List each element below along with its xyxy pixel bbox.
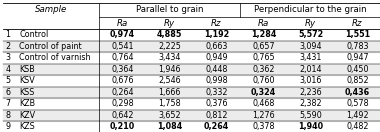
Text: 0,264: 0,264 xyxy=(204,122,229,131)
Text: 2,382: 2,382 xyxy=(299,99,322,108)
Bar xyxy=(3,63,380,75)
Text: Parallel to grain: Parallel to grain xyxy=(136,6,203,15)
Text: 0,578: 0,578 xyxy=(346,99,369,108)
Text: 0,947: 0,947 xyxy=(346,53,369,62)
Text: Control of varnish: Control of varnish xyxy=(19,53,90,62)
Text: 4: 4 xyxy=(5,65,10,74)
Text: 2,014: 2,014 xyxy=(299,65,322,74)
Text: 0,450: 0,450 xyxy=(346,65,369,74)
Text: 1,758: 1,758 xyxy=(158,99,181,108)
Text: 1,276: 1,276 xyxy=(252,111,275,120)
Text: Rz: Rz xyxy=(352,18,363,27)
Text: 7: 7 xyxy=(5,99,11,108)
Text: 1,551: 1,551 xyxy=(345,30,370,39)
Text: 2,236: 2,236 xyxy=(299,88,322,97)
Text: 0,264: 0,264 xyxy=(111,88,134,97)
Text: KZB: KZB xyxy=(19,99,35,108)
Text: 1,284: 1,284 xyxy=(251,30,276,39)
Text: 9: 9 xyxy=(5,122,11,131)
Text: 0,974: 0,974 xyxy=(110,30,135,39)
Text: 0,482: 0,482 xyxy=(346,122,369,131)
Text: 2: 2 xyxy=(5,42,11,51)
Bar xyxy=(3,110,380,121)
Text: 0,657: 0,657 xyxy=(252,42,275,51)
Text: 1,946: 1,946 xyxy=(158,65,181,74)
Text: 4,885: 4,885 xyxy=(157,30,182,39)
Text: 0,448: 0,448 xyxy=(205,65,228,74)
Text: 1,940: 1,940 xyxy=(298,122,323,131)
Text: KSV: KSV xyxy=(19,76,35,85)
Text: 0,332: 0,332 xyxy=(205,88,228,97)
Text: 0,760: 0,760 xyxy=(252,76,275,85)
Text: 0,378: 0,378 xyxy=(252,122,275,131)
Text: 5,590: 5,590 xyxy=(299,111,322,120)
Bar xyxy=(3,86,380,98)
Text: 0,364: 0,364 xyxy=(111,65,134,74)
Text: 0,812: 0,812 xyxy=(205,111,228,120)
Text: Ra: Ra xyxy=(258,18,269,27)
Text: 8: 8 xyxy=(5,111,10,120)
Text: 0,324: 0,324 xyxy=(251,88,276,97)
Text: 0,541: 0,541 xyxy=(111,42,134,51)
Text: 1,084: 1,084 xyxy=(157,122,182,131)
Text: 2,546: 2,546 xyxy=(158,76,181,85)
Text: 1,666: 1,666 xyxy=(158,88,180,97)
Text: KSB: KSB xyxy=(19,65,35,74)
Text: 0,642: 0,642 xyxy=(111,111,134,120)
Text: 3,016: 3,016 xyxy=(299,76,322,85)
Text: 3,094: 3,094 xyxy=(299,42,322,51)
Text: 0,949: 0,949 xyxy=(205,53,228,62)
Text: 0,852: 0,852 xyxy=(346,76,369,85)
Text: Perpendicular to the grain: Perpendicular to the grain xyxy=(254,6,367,15)
Text: 3: 3 xyxy=(5,53,10,62)
Text: 0,663: 0,663 xyxy=(205,42,228,51)
Text: KZS: KZS xyxy=(19,122,35,131)
Text: 0,676: 0,676 xyxy=(111,76,134,85)
Text: Control of paint: Control of paint xyxy=(19,42,82,51)
Text: 1: 1 xyxy=(5,30,10,39)
Text: 5: 5 xyxy=(5,76,11,85)
Text: 0,765: 0,765 xyxy=(252,53,275,62)
Text: 5,572: 5,572 xyxy=(298,30,323,39)
Text: 0,436: 0,436 xyxy=(345,88,370,97)
Text: 0,362: 0,362 xyxy=(252,65,275,74)
Text: Ry: Ry xyxy=(305,18,316,27)
Text: Sample: Sample xyxy=(35,6,67,15)
Text: 0,783: 0,783 xyxy=(346,42,369,51)
Text: 3,434: 3,434 xyxy=(158,53,180,62)
Text: 3,652: 3,652 xyxy=(158,111,181,120)
Text: 3,431: 3,431 xyxy=(299,53,322,62)
Text: 1,192: 1,192 xyxy=(204,30,229,39)
Text: KSS: KSS xyxy=(19,88,34,97)
Text: 0,376: 0,376 xyxy=(205,99,228,108)
Text: Rz: Rz xyxy=(211,18,222,27)
Text: Control: Control xyxy=(19,30,48,39)
Text: Ra: Ra xyxy=(117,18,128,27)
Text: 1,492: 1,492 xyxy=(346,111,369,120)
Text: KZV: KZV xyxy=(19,111,35,120)
Text: 2,225: 2,225 xyxy=(158,42,181,51)
Text: 6: 6 xyxy=(5,88,10,97)
Bar xyxy=(3,41,380,52)
Text: 0,998: 0,998 xyxy=(205,76,228,85)
Text: 0,764: 0,764 xyxy=(111,53,134,62)
Text: 0,210: 0,210 xyxy=(110,122,135,131)
Text: Ry: Ry xyxy=(164,18,175,27)
Text: 0,298: 0,298 xyxy=(111,99,134,108)
Text: 0,468: 0,468 xyxy=(252,99,275,108)
